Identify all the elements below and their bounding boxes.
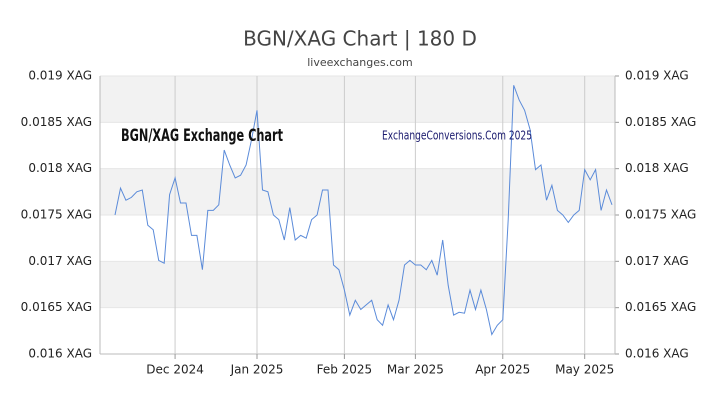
y-tick-label: 0.0185 XAG — [21, 115, 92, 129]
y2-tick-label: 0.018 XAG — [625, 161, 689, 175]
y2-tick-label: 0.017 XAG — [625, 254, 689, 268]
y-tick-label: 0.016 XAG — [28, 347, 92, 361]
band — [100, 168, 615, 215]
x-tick-label: Jan 2025 — [230, 363, 284, 377]
y2-tick-label: 0.0165 XAG — [625, 300, 696, 314]
y2-tick-label: 0.016 XAG — [625, 347, 689, 361]
x-tick-label: Apr 2025 — [475, 363, 530, 377]
y-tick-label: 0.018 XAG — [28, 161, 92, 175]
watermark-title: BGN/XAG Exchange Chart — [121, 126, 283, 146]
bands — [100, 76, 615, 308]
y-tick-label: 0.019 XAG — [28, 69, 92, 83]
y2-tick-label: 0.019 XAG — [625, 69, 689, 83]
y-tick-label: 0.017 XAG — [28, 254, 92, 268]
x-tick-label: Mar 2025 — [387, 363, 444, 377]
y2-tick-label: 0.0175 XAG — [625, 208, 696, 222]
watermark-site: ExchangeConversions.Com 2025 — [382, 129, 532, 143]
band — [100, 261, 615, 308]
x-tick-label: Feb 2025 — [317, 363, 373, 377]
y-tick-label: 0.0175 XAG — [21, 208, 92, 222]
x-tick-label: Dec 2024 — [146, 363, 204, 377]
y-tick-label: 0.0165 XAG — [21, 300, 92, 314]
chart-title: BGN/XAG Chart | 180 D — [243, 27, 477, 51]
x-tick-label: May 2025 — [555, 363, 614, 377]
y2-tick-label: 0.0185 XAG — [625, 115, 696, 129]
price-line — [114, 85, 613, 336]
chart-subtitle: liveexchanges.com — [307, 56, 412, 69]
band — [100, 76, 615, 123]
